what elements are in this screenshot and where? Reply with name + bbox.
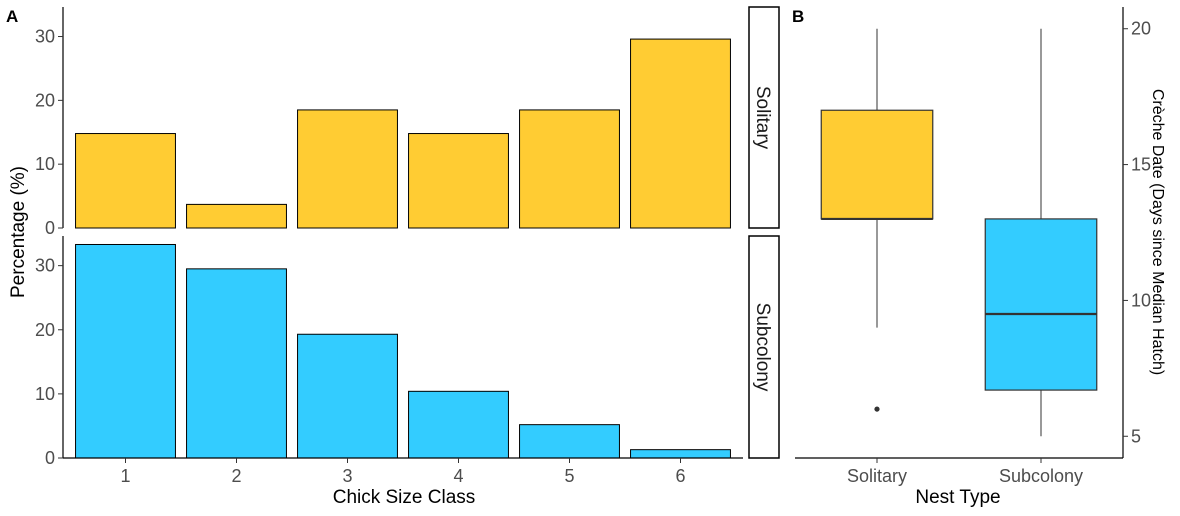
bar-subcolony-2 (186, 268, 287, 459)
strip-box (748, 6, 780, 229)
facet-strip-bottom: Subcolony (748, 235, 780, 459)
y-tick-label: 0 (45, 448, 55, 468)
y-tick-label: 10 (35, 154, 55, 174)
bar-solitary-4 (408, 133, 509, 229)
y-tick-label-b: 10 (1131, 290, 1151, 310)
y-axis-title-b: Crèche Date (Days since Median Hatch) (1149, 89, 1166, 375)
facet-strip-top: Solitary (748, 6, 780, 229)
bar-subcolony-3 (297, 333, 398, 459)
bar-solitary-6 (630, 38, 731, 229)
strip-box (748, 235, 780, 459)
x-tick-label: 4 (453, 466, 463, 486)
y-tick-label: 30 (35, 27, 55, 47)
y-tick-label: 20 (35, 90, 55, 110)
panel-b-plot: 5 10 15 20 Solitary Subcolony (795, 7, 1151, 486)
bar-subcolony-1 (75, 243, 176, 459)
x-tick-label: 5 (564, 466, 574, 486)
y-tick-label: 0 (45, 218, 55, 238)
bar-solitary-1 (75, 133, 176, 229)
x-tick-label: 1 (120, 466, 130, 486)
panel-b-tag: B (792, 7, 804, 26)
strip-label-solitary: Solitary (752, 86, 773, 150)
box-subcolony (984, 218, 1098, 391)
facet-bottom-plot: 0 10 20 30 (35, 236, 731, 468)
box-solitary (820, 109, 934, 220)
y-tick-label: 20 (35, 320, 55, 340)
bar-solitary-5 (519, 109, 620, 229)
x-tick-label: 2 (231, 466, 241, 486)
x-tick-label-b: Subcolony (999, 466, 1083, 486)
bar-solitary-2 (186, 203, 287, 229)
y-tick-label-b: 5 (1131, 426, 1141, 446)
y-axis-title-a: Percentage (%) (8, 166, 29, 298)
facet-top-plot: 0 10 20 30 (35, 7, 731, 238)
bar-subcolony-6 (630, 449, 731, 459)
outlier-solitary (874, 406, 880, 412)
y-tick-label-b: 15 (1131, 155, 1151, 175)
x-tick-label: 3 (342, 466, 352, 486)
y-tick-label: 10 (35, 384, 55, 404)
x-tick-label-b: Solitary (847, 466, 907, 486)
bar-subcolony-4 (408, 390, 509, 459)
bar-subcolony-5 (519, 424, 620, 459)
strip-label-subcolony: Subcolony (752, 303, 773, 392)
panel-a-tag: A (6, 7, 18, 26)
y-tick-label: 30 (35, 256, 55, 276)
x-axis-title-b: Nest Type (915, 487, 1000, 508)
y-tick-label-b: 20 (1131, 19, 1151, 39)
x-tick-label: 6 (675, 466, 685, 486)
x-axis-title-a: Chick Size Class (333, 487, 476, 508)
panel-a-x-axis: 1 2 3 4 5 6 (63, 457, 743, 486)
bar-solitary-3 (297, 109, 398, 229)
